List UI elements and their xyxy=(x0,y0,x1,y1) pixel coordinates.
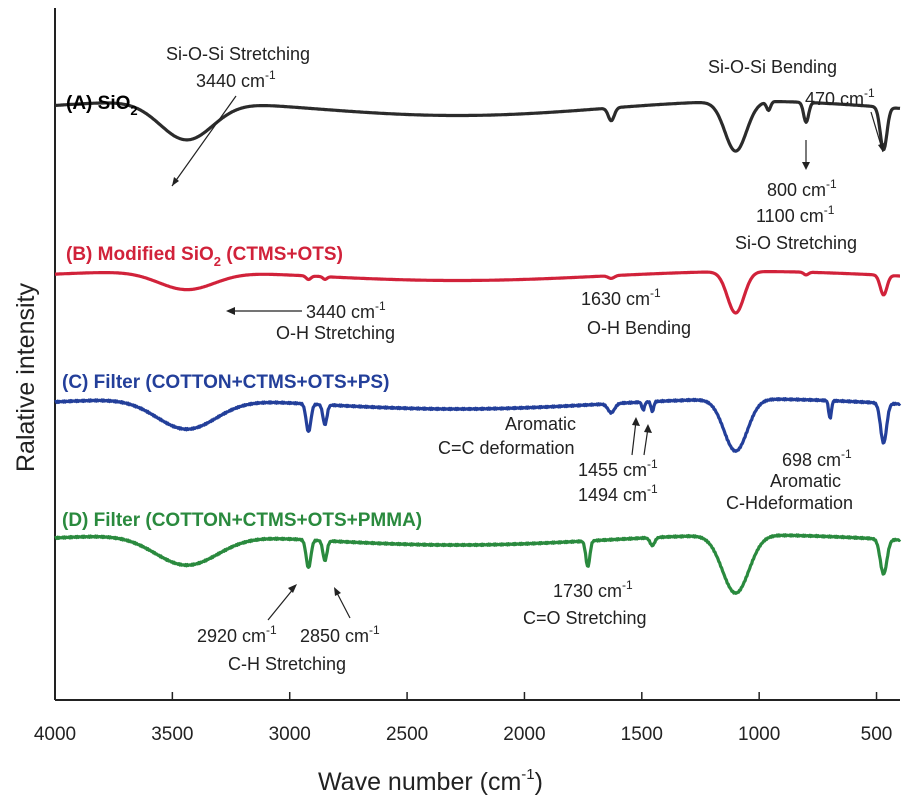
series-line xyxy=(54,270,901,315)
annotation: Si-O-Si Bending xyxy=(708,57,837,77)
annotation: Aromatic xyxy=(770,471,841,491)
annotation: 800 cm-1 xyxy=(767,177,837,200)
x-tick-label: 4000 xyxy=(34,724,76,745)
annotation-arrow xyxy=(335,590,351,619)
arrow-head xyxy=(334,587,341,596)
y-axis-title: Ralative intensity xyxy=(12,283,40,472)
annotation: Si-O Stretching xyxy=(735,233,857,253)
series-line xyxy=(54,397,902,453)
annotation: 1455 cm-1 xyxy=(578,457,658,480)
annotation: 470 cm-1 xyxy=(805,86,875,109)
series-label-b: (B) Modified SiO2 (CTMS+OTS) xyxy=(66,244,343,269)
x-tick-label: 2500 xyxy=(386,724,428,745)
annotation: C-H Stretching xyxy=(228,654,346,674)
x-ticks: 4000 3500 3000 2500 2000 1500 1000 500 xyxy=(34,692,893,745)
annotation: 3440 cm-1 xyxy=(196,68,276,91)
x-axis-title: Wave number (cm-1) xyxy=(318,766,543,796)
annotation: C=C deformation xyxy=(438,438,575,458)
series-line xyxy=(54,533,902,595)
x-tick-label: 3500 xyxy=(151,724,193,745)
x-tick-label: 1500 xyxy=(621,724,663,745)
annotation: 2850 cm-1 xyxy=(300,623,380,646)
arrow-head xyxy=(226,307,235,315)
arrow-head xyxy=(802,162,810,170)
annotation-arrow xyxy=(631,420,637,456)
annotations: Si-O-Si Stretching 3440 cm-1 Si-O-Si Ben… xyxy=(166,44,884,674)
x-tick-label: 2000 xyxy=(503,724,545,745)
series-label-c: (C) Filter (COTTON+CTMS+OTS+PS) xyxy=(62,372,389,393)
annotation: 1100 cm-1 xyxy=(756,203,835,226)
arrow-head xyxy=(172,177,179,186)
x-tick-label: 1000 xyxy=(738,724,780,745)
arrow-head xyxy=(288,584,297,593)
annotation: 1730 cm-1 xyxy=(553,578,633,601)
annotation: 3440 cm-1 xyxy=(306,299,386,322)
series-line xyxy=(54,100,901,153)
annotation: C-Hdeformation xyxy=(726,493,853,513)
annotation-arrow xyxy=(267,587,295,621)
annotation: C=O Stretching xyxy=(523,608,647,628)
spectra xyxy=(54,100,902,595)
series-label-a: (A) SiO2 xyxy=(66,93,138,118)
annotation: 1630 cm-1 xyxy=(581,286,661,309)
x-tick-label: 3000 xyxy=(269,724,311,745)
annotation-arrow xyxy=(643,427,649,456)
annotation: 2920 cm-1 xyxy=(197,623,277,646)
arrow-head xyxy=(644,424,652,433)
x-tick-label: 500 xyxy=(861,724,893,745)
annotation: 698 cm-1 xyxy=(782,447,852,470)
series-label-d: (D) Filter (COTTON+CTMS+OTS+PMMA) xyxy=(62,510,422,531)
arrow-head xyxy=(878,143,884,152)
annotation: 1494 cm-1 xyxy=(578,482,658,505)
annotation: Si-O-Si Stretching xyxy=(166,44,310,64)
annotation: O-H Bending xyxy=(587,318,691,338)
annotation-arrow xyxy=(171,95,237,187)
arrow-head xyxy=(632,417,640,426)
annotation: Aromatic xyxy=(505,414,576,434)
annotation: O-H Stretching xyxy=(276,323,395,343)
